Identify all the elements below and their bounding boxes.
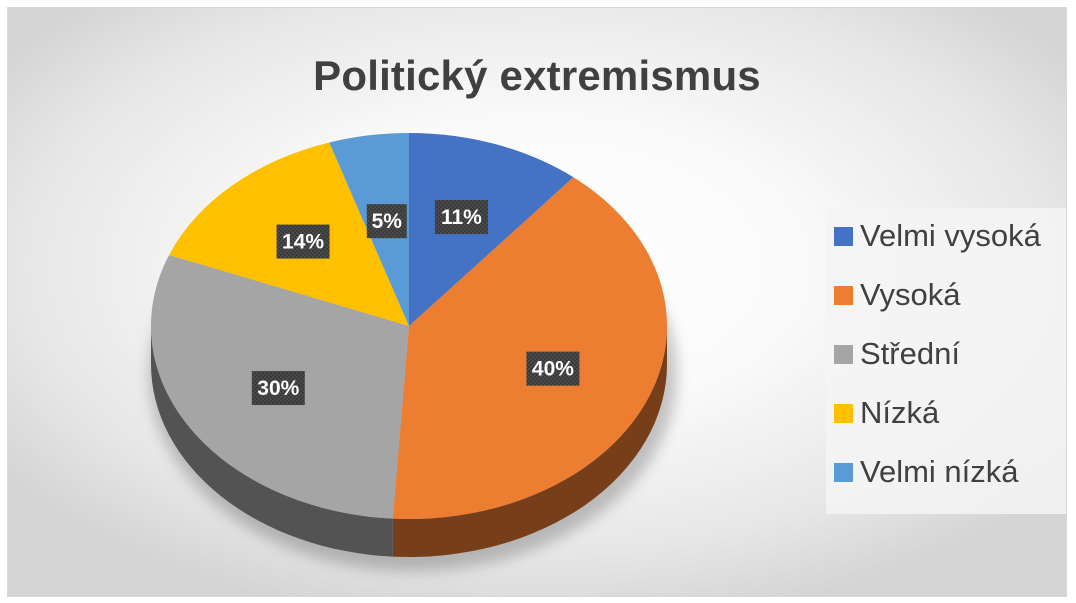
legend-label: Vysoká [860,277,961,312]
legend-label: Velmi vysoká [860,218,1041,253]
legend-swatch [834,344,853,364]
pie-slice-vysoká [392,177,668,520]
legend-item: Střední [834,334,960,374]
legend-item: Velmi vysoká [834,216,1041,256]
pie-slice-velmi-vysoká [409,133,574,326]
pie-side-střední [151,326,393,557]
data-label-velmi-nízká: 5% [366,204,407,239]
legend-item: Velmi nízká [834,452,1019,492]
svg-text:11%: 11% [441,206,482,229]
legend-item: Vysoká [834,275,961,315]
legend-label: Nízká [860,395,940,430]
pie-side-vysoká [392,326,667,557]
legend-label: Velmi nízká [860,454,1019,489]
legend-swatch [834,285,853,305]
pie-chart: 11% 40% 30% 14% 5% [149,133,677,571]
chart-title: Politický extremismus [313,52,761,99]
svg-text:30%: 30% [257,377,299,400]
data-label-střední: 30% [251,371,305,406]
legend-swatch [834,403,853,423]
legend-label: Střední [860,336,960,371]
legend: Velmi vysoká Vysoká Střední Nízká Velmi nízk… [826,208,1066,514]
legend-item: Nízká [834,393,939,433]
data-label-nízká: 14% [276,224,330,259]
svg-text:5%: 5% [372,210,403,233]
legend-swatch [834,462,853,482]
data-label-velmi-vysoká: 11% [434,200,488,235]
chart-area: Politický extremismus 11% 40% 30% 14% 5% Vel… [7,7,1067,597]
svg-text:14%: 14% [282,231,324,254]
data-label-vysoká: 40% [526,351,580,386]
legend-swatch [834,226,853,246]
svg-text:40%: 40% [532,358,574,381]
